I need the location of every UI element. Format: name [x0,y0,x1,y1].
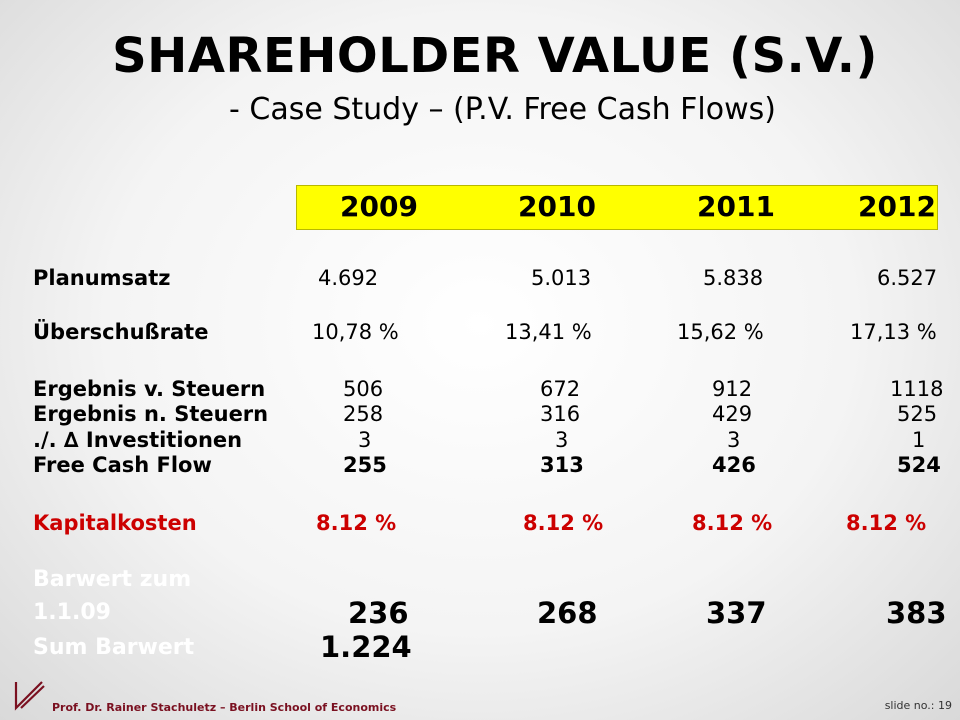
cell-fcf-2011: 426 [712,453,756,477]
cell-ueberschussrate-2009: 10,78 % [312,320,399,344]
cell-ergebnis-v-2012: 1118 [890,377,944,401]
school-logo-icon [12,678,46,716]
year-header-2009: 2009 [340,190,418,223]
cell-investitionen-2010: 3 [555,428,569,452]
cell-sum-barwert: 1.224 [320,630,412,664]
cell-ergebnis-n-2011: 429 [712,402,753,426]
year-header-2011: 2011 [697,190,775,223]
row-label-ergebnis-nach-steuern: Ergebnis n. Steuern [33,402,269,426]
cell-kapitalkosten-2012: 8.12 % [846,511,927,535]
cell-barwert-2010: 268 [537,596,598,630]
cell-ergebnis-v-2011: 912 [712,377,753,401]
cell-barwert-2011: 337 [706,596,767,630]
cell-investitionen-2009: 3 [358,428,372,452]
cell-ueberschussrate-2011: 15,62 % [677,320,764,344]
slide-title: SHAREHOLDER VALUE (S.V.) [112,28,878,84]
cell-fcf-2010: 313 [540,453,584,477]
cell-planumsatz-2012: 6.527 [877,266,938,290]
cell-fcf-2012: 524 [897,453,941,477]
cell-barwert-2012: 383 [886,596,947,630]
row-label-free-cash-flow: Free Cash Flow [33,453,212,477]
cell-barwert-2009: 236 [348,596,409,630]
row-label-barwert: Barwert zum [33,567,192,592]
year-header-2012: 2012 [858,190,936,223]
footer-author: Prof. Dr. Rainer Stachuletz – Berlin Sch… [52,701,397,714]
slide-number-value: 19 [938,699,952,712]
row-label-planumsatz: Planumsatz [33,266,171,290]
cell-ergebnis-v-2010: 672 [540,377,581,401]
row-label-ueberschussrate: Überschußrate [33,320,209,344]
cell-investitionen-2012: 1 [912,428,926,452]
row-label-ergebnis-vor-steuern: Ergebnis v. Steuern [33,377,266,401]
cell-kapitalkosten-2011: 8.12 % [692,511,773,535]
cell-ergebnis-n-2010: 316 [540,402,581,426]
cell-planumsatz-2011: 5.838 [703,266,764,290]
cell-fcf-2009: 255 [343,453,387,477]
slide-number: slide no.: 19 [885,699,952,712]
cell-investitionen-2011: 3 [727,428,741,452]
cell-ergebnis-v-2009: 506 [343,377,384,401]
slide-number-label: slide no.: [884,699,935,712]
slide-subtitle: - Case Study – (P.V. Free Cash Flows) [229,92,776,127]
cell-planumsatz-2010: 5.013 [531,266,592,290]
row-label-kapitalkosten: Kapitalkosten [33,511,197,535]
row-label-barwert-date: 1.1.09 [33,600,111,625]
cell-ergebnis-n-2009: 258 [343,402,384,426]
cell-ueberschussrate-2010: 13,41 % [505,320,592,344]
row-label-sum-barwert: Sum Barwert [33,635,195,660]
cell-ergebnis-n-2012: 525 [897,402,938,426]
year-header-bar [296,185,938,230]
cell-ueberschussrate-2012: 17,13 % [850,320,937,344]
cell-planumsatz-2009: 4.692 [318,266,379,290]
cell-kapitalkosten-2010: 8.12 % [523,511,604,535]
row-label-investitionen: ./. ∆ Investitionen [33,428,243,452]
cell-kapitalkosten-2009: 8.12 % [316,511,397,535]
year-header-2010: 2010 [518,190,596,223]
